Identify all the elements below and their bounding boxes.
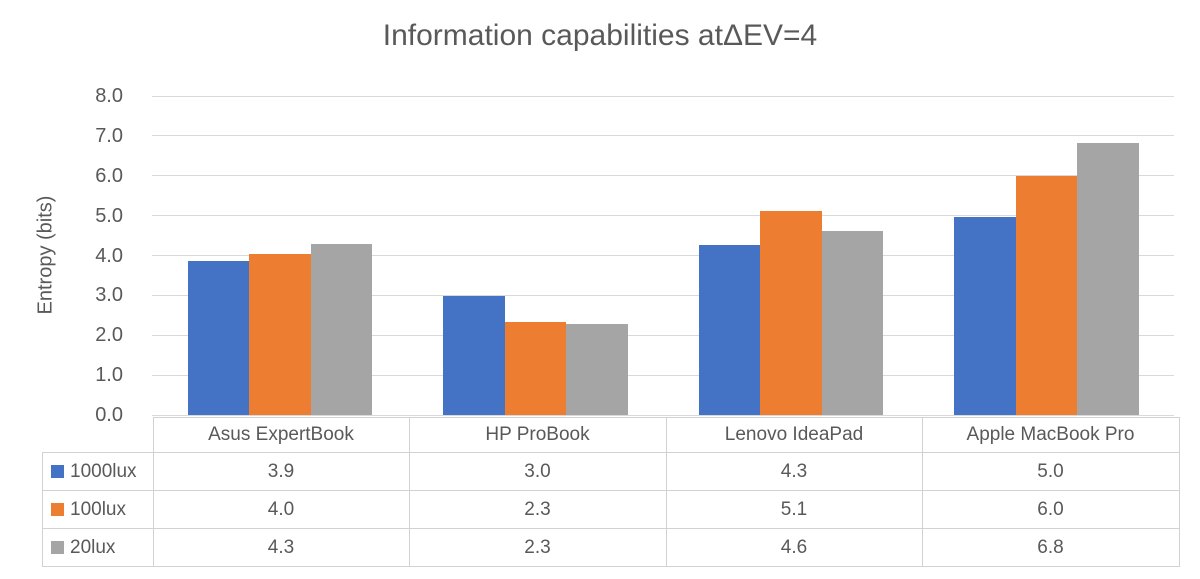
- legend-swatch-20lux: [51, 540, 64, 554]
- table-value-1000lux-asus-expertbook: 3.9: [152, 452, 410, 491]
- chart-title: Information capabilities atΔEV=4: [382, 19, 818, 52]
- legend-cell-100lux: 100lux: [42, 490, 154, 529]
- y-axis-tick-label: 6.0: [95, 164, 123, 187]
- table-value-100lux-hp-probook: 2.3: [408, 490, 667, 529]
- legend-label: 1000lux: [70, 460, 137, 482]
- data-table-body: 1000lux 3.9 3.0 4.3 5.0 100lux 4.0 2.3 5.1 6.0 20l…: [42, 452, 1180, 567]
- bar-100lux-lenovo-ideapad: [760, 210, 822, 415]
- legend-label: 20lux: [70, 536, 116, 558]
- y-axis-tick-label: 5.0: [95, 204, 123, 227]
- y-axis-tick-label: 8.0: [95, 85, 123, 107]
- gridline: [152, 255, 1174, 256]
- table-value-1000lux-apple-macbook-pro: 5.0: [921, 452, 1180, 491]
- table-value-20lux-apple-macbook-pro: 6.8: [921, 528, 1180, 567]
- table-value-100lux-apple-macbook-pro: 6.0: [921, 490, 1180, 529]
- table-header-lenovo-ideapad: Lenovo IdeaPad: [665, 417, 923, 453]
- legend-swatch-1000lux: [51, 464, 64, 478]
- table-corner-cell: [42, 417, 153, 453]
- table-value-20lux-lenovo-ideapad: 4.6: [665, 528, 923, 567]
- table-row-20lux: 20lux 4.3 2.3 4.6 6.8: [42, 528, 1180, 567]
- bar-20lux-lenovo-ideapad: [821, 230, 883, 415]
- table-value-20lux-hp-probook: 2.3: [408, 528, 667, 567]
- bar-20lux-hp-probook: [566, 324, 628, 415]
- gridline: [152, 95, 1174, 97]
- legend-cell-20lux: 20lux: [42, 528, 154, 567]
- bar-1000lux-hp-probook: [443, 296, 505, 415]
- table-value-100lux-lenovo-ideapad: 5.1: [665, 490, 923, 529]
- bar-100lux-asus-expertbook: [249, 253, 311, 415]
- bar-20lux-apple-macbook-pro: [1077, 143, 1139, 415]
- bar-100lux-hp-probook: [504, 322, 566, 415]
- bar-1000lux-lenovo-ideapad: [698, 244, 760, 415]
- legend-label: 100lux: [70, 498, 126, 520]
- table-header-asus-expertbook: Asus ExpertBook: [152, 417, 410, 453]
- table-row-100lux: 100lux 4.0 2.3 5.1 6.0: [42, 490, 1180, 529]
- legend-swatch-100lux: [51, 502, 64, 516]
- bar-1000lux-apple-macbook-pro: [954, 216, 1016, 415]
- gridline: [152, 294, 1174, 296]
- data-table-header: Asus ExpertBook HP ProBook Lenovo IdeaPad A…: [42, 417, 1180, 453]
- y-axis-tick-label: 2.0: [95, 324, 123, 347]
- y-axis-tick-label: 0.0: [95, 404, 123, 426]
- y-axis-tick-label: 3.0: [95, 284, 123, 307]
- table-header-hp-probook: HP ProBook: [408, 417, 667, 453]
- table-value-100lux-asus-expertbook: 4.0: [152, 490, 410, 529]
- bar-20lux-asus-expertbook: [310, 243, 372, 415]
- gridline: [152, 175, 1174, 177]
- y-axis-tick-label: 1.0: [95, 364, 123, 387]
- legend-cell-1000lux: 1000lux: [42, 452, 154, 491]
- data-table: Asus ExpertBook HP ProBook Lenovo IdeaPad A…: [42, 417, 1180, 567]
- table-value-20lux-asus-expertbook: 4.3: [152, 528, 410, 567]
- gridline: [152, 374, 1174, 376]
- gridline: [152, 135, 1174, 137]
- table-row-1000lux: 1000lux 3.9 3.0 4.3 5.0: [42, 452, 1180, 491]
- y-axis-tick-label: 4.0: [95, 244, 123, 267]
- gridline: [152, 334, 1174, 336]
- table-header-row: Asus ExpertBook HP ProBook Lenovo IdeaPad A…: [42, 417, 1180, 453]
- y-axis-tick-label: 7.0: [95, 124, 123, 147]
- table-header-apple-macbook-pro: Apple MacBook Pro: [921, 417, 1180, 453]
- gridline: [152, 414, 1174, 416]
- bar-100lux-apple-macbook-pro: [1015, 175, 1077, 415]
- bar-1000lux-asus-expertbook: [187, 260, 249, 415]
- table-value-1000lux-lenovo-ideapad: 4.3: [665, 452, 923, 491]
- table-value-1000lux-hp-probook: 3.0: [408, 452, 667, 491]
- gridline: [152, 215, 1174, 217]
